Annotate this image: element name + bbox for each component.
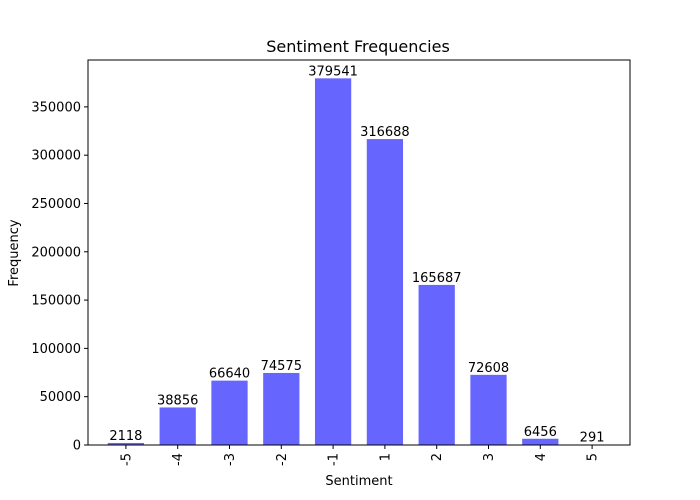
y-tick-label: 250000 [31, 197, 81, 212]
chart-title: Sentiment Frequencies [266, 37, 450, 56]
data-label: 66640 [209, 367, 250, 382]
data-label: 74575 [261, 359, 302, 374]
y-tick-label: 50000 [40, 390, 81, 405]
bar [366, 139, 404, 446]
bar [211, 380, 248, 445]
data-label: 379541 [308, 64, 358, 79]
bar [470, 374, 507, 445]
x-axis-label: Sentiment [325, 474, 392, 489]
bar [107, 442, 145, 445]
bar [159, 407, 196, 445]
bar [418, 284, 455, 445]
data-label: 72608 [468, 361, 509, 376]
x-tick-label: -3 [223, 453, 238, 466]
plot-area: 0 50000 100000 150000 200000 250000 300000 3500… [31, 64, 611, 466]
y-axis-label: Frequency [7, 219, 22, 286]
x-tick-label: 4 [534, 453, 549, 461]
plot-frame [87, 59, 631, 446]
x-tick-label: -5 [119, 453, 134, 466]
data-label: 38856 [157, 393, 198, 408]
y-tick-label: 300000 [31, 149, 81, 164]
x-tick-label: -2 [275, 453, 290, 466]
x-tick-label: 3 [482, 453, 497, 461]
data-label: 2118 [109, 429, 142, 444]
data-label: 165687 [412, 271, 462, 286]
y-tick-label: 100000 [31, 342, 81, 357]
bar [314, 78, 352, 446]
x-tick-label: -4 [171, 453, 186, 466]
bar [263, 372, 300, 445]
y-tick-label: 0 [73, 439, 81, 454]
x-tick-label: 2 [430, 453, 445, 461]
data-label: 316688 [360, 125, 410, 140]
y-tick-label: 150000 [31, 294, 81, 309]
y-tick-label: 350000 [31, 100, 81, 115]
x-tick-label: 5 [586, 453, 601, 461]
data-label: 6456 [524, 425, 557, 440]
data-label: 291 [580, 431, 605, 446]
x-tick-label: -1 [327, 453, 342, 466]
x-tick-label: 1 [378, 453, 393, 461]
y-tick-label: 200000 [31, 245, 81, 260]
bar [522, 438, 559, 445]
